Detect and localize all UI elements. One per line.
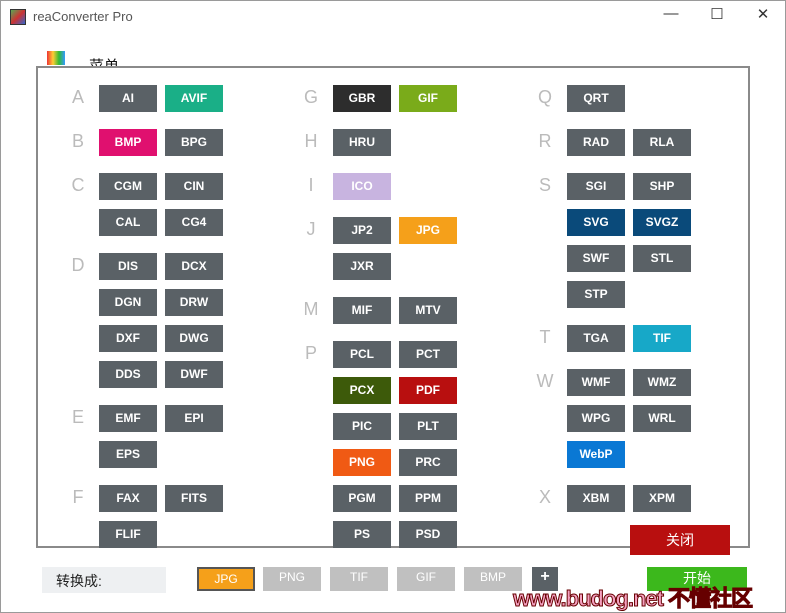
- format-button-jpg[interactable]: JPG: [399, 217, 457, 244]
- format-button-rla[interactable]: RLA: [633, 129, 691, 156]
- format-button-qrt[interactable]: QRT: [567, 85, 625, 112]
- format-button-jp2[interactable]: JP2: [333, 217, 391, 244]
- close-window-button[interactable]: ✕: [756, 6, 770, 23]
- format-button-cg4[interactable]: CG4: [165, 209, 223, 236]
- letter-heading-i: I: [308, 175, 314, 195]
- start-button[interactable]: 开始: [647, 567, 747, 591]
- dialog-close-button[interactable]: 关闭: [630, 525, 730, 555]
- letter-heading-a: A: [71, 87, 84, 107]
- format-button-dwg[interactable]: DWG: [165, 325, 223, 352]
- app-icon: [10, 9, 26, 25]
- letter-heading-g: G: [303, 87, 318, 107]
- letter-heading-c: C: [71, 175, 85, 195]
- format-button-webp[interactable]: WebP: [567, 441, 625, 468]
- letter-heading-q: Q: [537, 87, 552, 107]
- format-button-hru[interactable]: HRU: [333, 129, 391, 156]
- format-button-wmz[interactable]: WMZ: [633, 369, 691, 396]
- format-button-epi[interactable]: EPI: [165, 405, 223, 432]
- format-button-cal[interactable]: CAL: [99, 209, 157, 236]
- letter-heading-s: S: [538, 175, 551, 195]
- format-button-shp[interactable]: SHP: [633, 173, 691, 200]
- format-button-pcl[interactable]: PCL: [333, 341, 391, 368]
- quick-format-gif[interactable]: GIF: [397, 567, 455, 591]
- format-button-avif[interactable]: AVIF: [165, 85, 223, 112]
- format-button-stl[interactable]: STL: [633, 245, 691, 272]
- format-button-rad[interactable]: RAD: [567, 129, 625, 156]
- format-button-mtv[interactable]: MTV: [399, 297, 457, 324]
- format-button-png[interactable]: PNG: [333, 449, 391, 476]
- format-button-flif[interactable]: FLIF: [99, 521, 157, 548]
- format-button-pgm[interactable]: PGM: [333, 485, 391, 512]
- format-button-pic[interactable]: PIC: [333, 413, 391, 440]
- letter-heading-t: T: [539, 327, 551, 347]
- format-button-drw[interactable]: DRW: [165, 289, 223, 316]
- format-button-wmf[interactable]: WMF: [567, 369, 625, 396]
- letter-heading-m: M: [303, 299, 319, 319]
- letter-heading-x: X: [538, 487, 551, 507]
- format-button-plt[interactable]: PLT: [399, 413, 457, 440]
- letter-heading-p: P: [304, 343, 317, 363]
- menu-icon[interactable]: [47, 51, 65, 65]
- format-button-gbr[interactable]: GBR: [333, 85, 391, 112]
- format-button-bmp[interactable]: BMP: [99, 129, 157, 156]
- format-button-dgn[interactable]: DGN: [99, 289, 157, 316]
- letter-heading-h: H: [304, 131, 318, 151]
- format-button-dis[interactable]: DIS: [99, 253, 157, 280]
- format-button-xpm[interactable]: XPM: [633, 485, 691, 512]
- format-button-ps[interactable]: PS: [333, 521, 391, 548]
- format-button-sgi[interactable]: SGI: [567, 173, 625, 200]
- maximize-button[interactable]: ☐: [710, 6, 724, 23]
- format-button-xbm[interactable]: XBM: [567, 485, 625, 512]
- letter-heading-d: D: [71, 255, 85, 275]
- quick-format-jpg[interactable]: JPG: [197, 567, 255, 591]
- format-button-pdf[interactable]: PDF: [399, 377, 457, 404]
- format-button-cgm[interactable]: CGM: [99, 173, 157, 200]
- format-button-emf[interactable]: EMF: [99, 405, 157, 432]
- letter-heading-j: J: [306, 219, 316, 239]
- format-button-fits[interactable]: FITS: [165, 485, 223, 512]
- format-button-pcx[interactable]: PCX: [333, 377, 391, 404]
- format-button-gif[interactable]: GIF: [399, 85, 457, 112]
- format-button-ico[interactable]: ICO: [333, 173, 391, 200]
- format-button-tga[interactable]: TGA: [567, 325, 625, 352]
- format-button-dcx[interactable]: DCX: [165, 253, 223, 280]
- format-button-ai[interactable]: AI: [99, 85, 157, 112]
- quick-format-png[interactable]: PNG: [263, 567, 321, 591]
- format-button-psd[interactable]: PSD: [399, 521, 457, 548]
- format-button-bpg[interactable]: BPG: [165, 129, 223, 156]
- format-button-swf[interactable]: SWF: [567, 245, 625, 272]
- letter-heading-b: B: [71, 131, 84, 151]
- quick-format-bmp[interactable]: BMP: [464, 567, 522, 591]
- quick-format-tif[interactable]: TIF: [330, 567, 388, 591]
- format-button-jxr[interactable]: JXR: [333, 253, 391, 280]
- add-format-button[interactable]: +: [532, 567, 558, 591]
- minimize-button[interactable]: —: [663, 5, 679, 22]
- convert-to-label: 转换成:: [42, 567, 166, 593]
- letter-heading-r: R: [538, 131, 552, 151]
- format-button-stp[interactable]: STP: [567, 281, 625, 308]
- format-button-prc[interactable]: PRC: [399, 449, 457, 476]
- format-button-wrl[interactable]: WRL: [633, 405, 691, 432]
- watermark: www.budog.net 不懂社区: [512, 586, 753, 612]
- letter-heading-w: W: [536, 371, 554, 391]
- format-button-svg[interactable]: SVG: [567, 209, 625, 236]
- letter-heading-e: E: [71, 407, 84, 427]
- letter-heading-f: F: [72, 487, 84, 507]
- window-title: reaConverter Pro: [33, 9, 133, 24]
- format-button-mif[interactable]: MIF: [333, 297, 391, 324]
- format-button-dwf[interactable]: DWF: [165, 361, 223, 388]
- format-button-fax[interactable]: FAX: [99, 485, 157, 512]
- format-button-eps[interactable]: EPS: [99, 441, 157, 468]
- format-button-tif[interactable]: TIF: [633, 325, 691, 352]
- format-button-wpg[interactable]: WPG: [567, 405, 625, 432]
- format-button-ppm[interactable]: PPM: [399, 485, 457, 512]
- format-button-cin[interactable]: CIN: [165, 173, 223, 200]
- format-picker-dialog: 关闭 A AI AVIF B BMP BPG C CGM CIN CAL CG4 D DIS DCX DGN…: [36, 66, 750, 555]
- format-button-pct[interactable]: PCT: [399, 341, 457, 368]
- format-button-dxf[interactable]: DXF: [99, 325, 157, 352]
- format-button-svgz[interactable]: SVGZ: [633, 209, 691, 236]
- format-button-dds[interactable]: DDS: [99, 361, 157, 388]
